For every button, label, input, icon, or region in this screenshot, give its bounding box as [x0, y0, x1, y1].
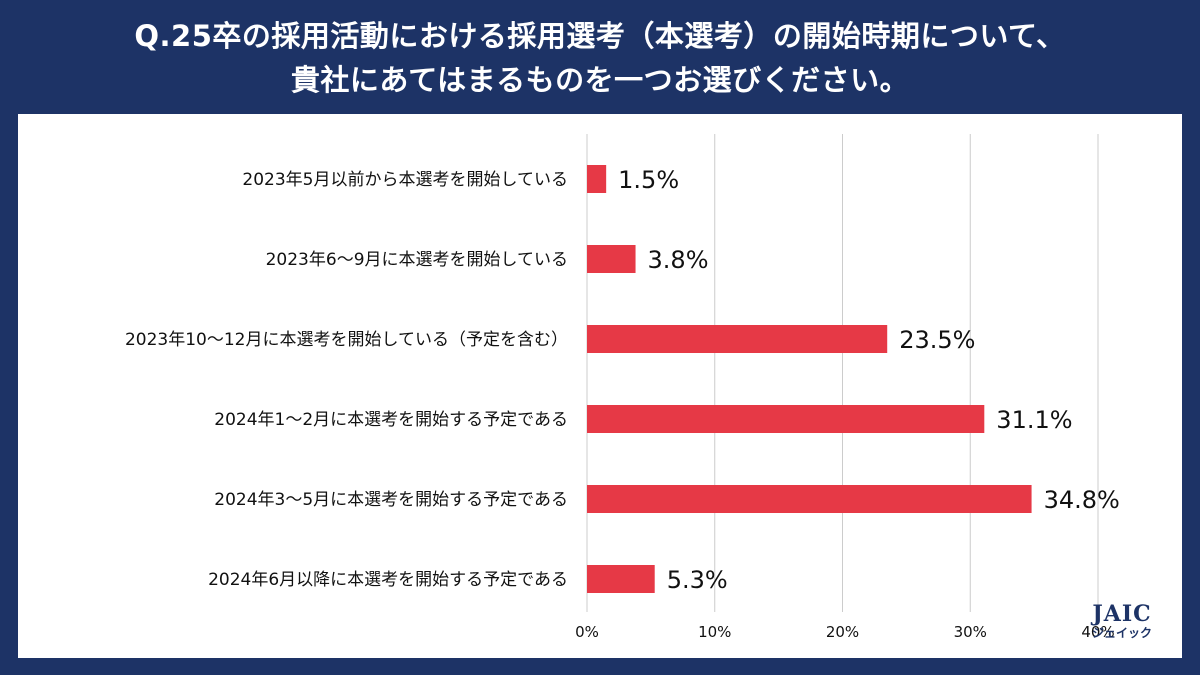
data-label: 1.5%: [618, 166, 679, 194]
x-tick-label: 10%: [698, 623, 731, 641]
x-tick-label: 20%: [826, 623, 859, 641]
data-label: 23.5%: [899, 326, 975, 354]
chart-panel: 0% 10% 20% 30% 40% 2023年5月以前から本選考を開始している 1.5% 2…: [18, 114, 1182, 658]
data-label: 3.8%: [648, 246, 709, 274]
bar: [587, 245, 636, 273]
data-label: 5.3%: [667, 566, 728, 594]
category-label: 2023年5月以前から本選考を開始している: [242, 170, 568, 190]
title-line-2: 貴社にあてはまるものを一つお選びください。: [290, 63, 910, 97]
bar: [587, 565, 655, 593]
x-tick-label: 0%: [575, 623, 599, 641]
bar: [587, 485, 1032, 513]
data-label: 31.1%: [996, 406, 1072, 434]
bar: [587, 405, 985, 433]
chart-title: Q.25卒の採用活動における採用選考（本選考）の開始時期について、 貴社にあては…: [0, 14, 1200, 102]
bar: [587, 165, 607, 193]
title-line-1: Q.25卒の採用活動における採用選考（本選考）の開始時期について、: [134, 19, 1066, 53]
category-label: 2024年1～2月に本選考を開始する予定である: [214, 410, 568, 430]
logo-brand: JAIC: [1092, 601, 1152, 627]
x-tick-label: 30%: [954, 623, 987, 641]
logo-kana: ジェイック: [1091, 626, 1152, 640]
jaic-logo: JAIC ジェイック: [1092, 602, 1152, 640]
category-label: 2023年10～12月に本選考を開始している（予定を含む）: [125, 330, 568, 350]
category-label: 2023年6～9月に本選考を開始している: [266, 250, 568, 270]
bar-chart: 0% 10% 20% 30% 40% 2023年5月以前から本選考を開始している 1.5% 2…: [125, 134, 1120, 641]
category-label: 2024年3～5月に本選考を開始する予定である: [214, 490, 568, 510]
bar: [587, 325, 888, 353]
x-tick-label: 40%: [1081, 623, 1114, 641]
category-label: 2024年6月以降に本選考を開始する予定である: [208, 570, 568, 590]
data-label: 34.8%: [1044, 486, 1120, 514]
